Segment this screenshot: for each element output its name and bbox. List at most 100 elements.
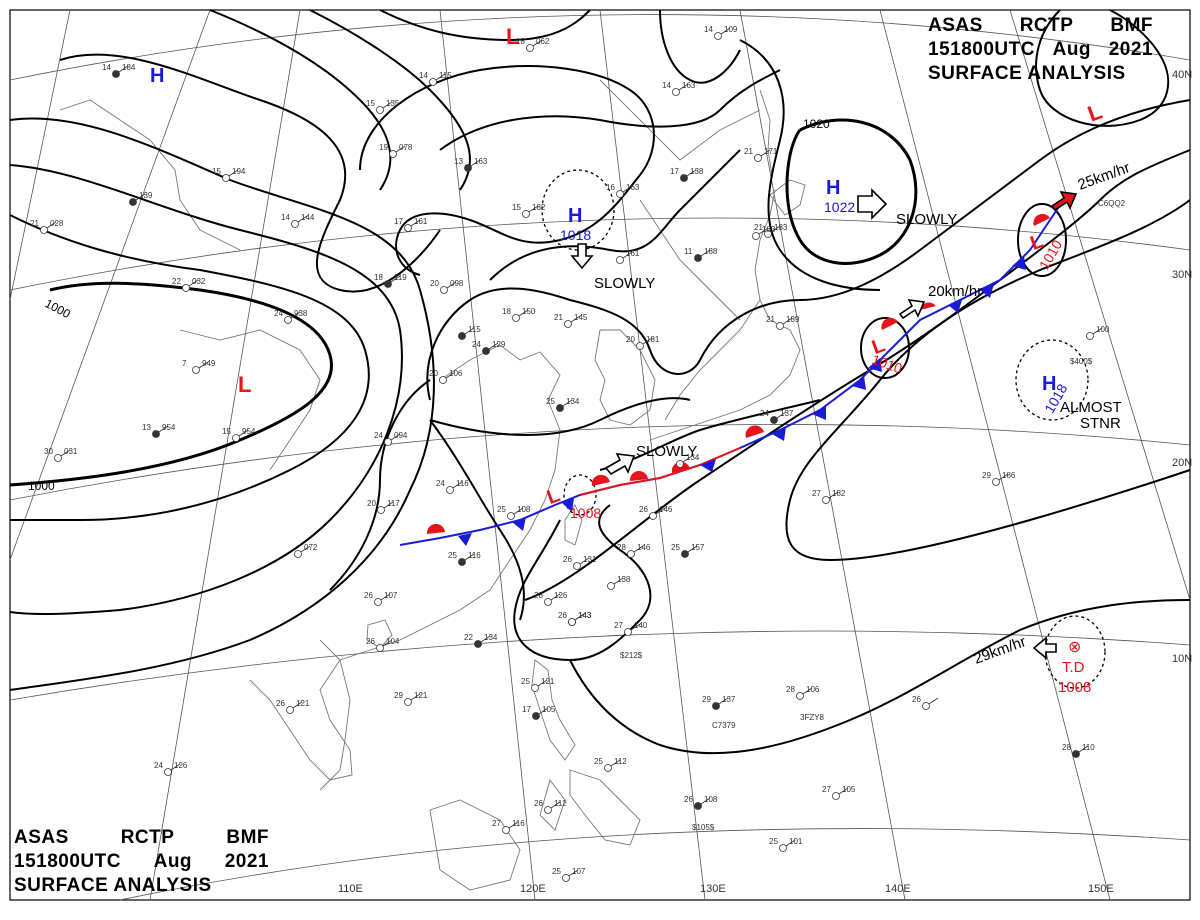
wind-barb bbox=[655, 507, 666, 515]
station-pressure: 938 bbox=[294, 309, 308, 318]
wind-barb bbox=[383, 501, 394, 509]
station-plot: 21 145 bbox=[554, 313, 588, 328]
station-plot: 24 126 bbox=[154, 761, 188, 776]
ring-low-1010-a bbox=[860, 317, 910, 379]
station-circle bbox=[672, 88, 680, 96]
high-pressure-north: 1018 bbox=[560, 227, 591, 243]
station-circle bbox=[502, 826, 510, 834]
lon-line-160e bbox=[1009, 9, 1191, 601]
station-plot: 13 954 bbox=[142, 423, 176, 438]
wind-barb bbox=[687, 545, 698, 553]
lat-label-10n: 10N bbox=[1172, 653, 1192, 665]
station-circle bbox=[232, 434, 240, 442]
station-plot: 24 116 bbox=[436, 479, 469, 494]
station-plot: 24 129 bbox=[472, 340, 506, 355]
station-circle bbox=[564, 320, 572, 328]
station-plot: 26 112 bbox=[534, 799, 567, 814]
station-plot: 29 186 bbox=[982, 471, 1016, 486]
station-temperature: 25 bbox=[671, 543, 680, 552]
wind-barb bbox=[776, 411, 787, 419]
station-temperature: 18 bbox=[516, 37, 525, 46]
front-triangle bbox=[812, 406, 826, 420]
station-temperature: 14 bbox=[662, 81, 671, 90]
station-plot: 17 138 bbox=[670, 167, 704, 182]
station-pressure: 108 bbox=[704, 795, 718, 804]
wind-barb bbox=[238, 429, 249, 437]
station-circle bbox=[568, 618, 576, 626]
wind-barb bbox=[46, 221, 57, 229]
td-label: T.D bbox=[1062, 659, 1085, 676]
station-circle bbox=[822, 496, 830, 504]
station-pressure: 182 bbox=[532, 203, 546, 212]
stationary-front bbox=[399, 204, 1061, 546]
station-temperature: 27 bbox=[822, 785, 831, 794]
station-temperature: 17 bbox=[522, 705, 531, 714]
header-product: SURFACE ANALYSIS bbox=[928, 63, 1126, 84]
wind-barb bbox=[622, 185, 633, 193]
station-pressure: 121 bbox=[541, 677, 555, 686]
wind-barb bbox=[380, 593, 391, 601]
station-circle bbox=[636, 342, 644, 350]
graticule bbox=[9, 9, 1191, 901]
station-plot: 26 107 bbox=[364, 591, 398, 606]
station-circle bbox=[714, 32, 722, 40]
header-code: BMF bbox=[1110, 15, 1153, 36]
station-circle bbox=[384, 438, 392, 446]
wind-barb bbox=[488, 342, 499, 350]
station-plot: 139 bbox=[129, 191, 153, 206]
station-pressure: 138 bbox=[690, 167, 704, 176]
coast-borneo bbox=[429, 799, 521, 891]
station-plot: 20 106 bbox=[429, 369, 463, 384]
station-plot: 15 182 bbox=[512, 203, 546, 218]
header-code: BMF bbox=[226, 827, 269, 848]
station-circle bbox=[796, 692, 804, 700]
ship-id: C6QQ2 bbox=[1098, 199, 1126, 208]
station-pressure: 163 bbox=[626, 183, 640, 192]
motion-slowly-japan-sea: SLOWLY bbox=[896, 211, 957, 228]
arrow-right-japan-high bbox=[857, 188, 888, 220]
station-circle bbox=[694, 802, 702, 810]
station-circle bbox=[1072, 750, 1080, 758]
front-triangle bbox=[948, 300, 962, 313]
station-temperature: 18 bbox=[374, 273, 383, 282]
station-circle bbox=[404, 224, 412, 232]
wind-barb bbox=[452, 481, 463, 489]
station-pressure: 117 bbox=[387, 499, 400, 508]
station-plot: 24 938 bbox=[274, 309, 308, 324]
wind-barb bbox=[382, 639, 393, 647]
station-plot: 26 146 bbox=[639, 505, 673, 520]
station-plot: 25 121 bbox=[521, 677, 555, 692]
station-pressure: 183 bbox=[762, 225, 776, 234]
coast-taiwan bbox=[564, 504, 583, 546]
station-circle bbox=[922, 702, 930, 710]
station-plot: 28 146 bbox=[617, 543, 651, 558]
station-temperature: 15 bbox=[366, 99, 375, 108]
station-circle bbox=[712, 702, 720, 710]
wind-barb bbox=[390, 433, 401, 441]
station-plot: 100 bbox=[1086, 325, 1110, 340]
station-pressure: 104 bbox=[386, 637, 400, 646]
lon-label-150e: 150E bbox=[1088, 883, 1114, 895]
lon-line-150e bbox=[879, 9, 1111, 901]
isobar-1006-outer bbox=[9, 117, 435, 691]
high-symbol-north: H bbox=[568, 205, 582, 227]
coast-luzon bbox=[531, 659, 576, 761]
arrow-ne-front bbox=[898, 299, 926, 320]
station-plot: 14 115 bbox=[419, 71, 452, 86]
motion-almost: ALMOST bbox=[1060, 399, 1122, 416]
isobar-north-1 bbox=[59, 53, 441, 293]
station-plot: 26 bbox=[912, 695, 939, 710]
station-plot: 17 161 bbox=[394, 217, 428, 232]
wind-barb bbox=[198, 361, 209, 369]
station-circle bbox=[164, 768, 172, 776]
wind-barb bbox=[928, 697, 939, 705]
station-pressure: 161 bbox=[414, 217, 428, 226]
station-temperature: 15 bbox=[212, 167, 221, 176]
station-circle bbox=[532, 712, 540, 720]
station-plot: 29 137 bbox=[702, 695, 736, 710]
wind-barb bbox=[518, 309, 529, 317]
station-plot: 21 183 bbox=[754, 223, 788, 238]
station-temperature: 28 bbox=[786, 685, 795, 694]
wind-barb bbox=[382, 101, 393, 109]
